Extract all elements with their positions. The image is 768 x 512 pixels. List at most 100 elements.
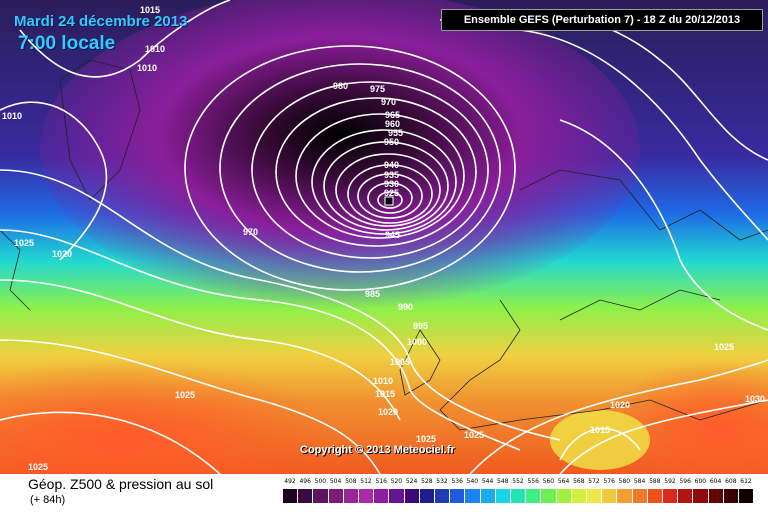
isobar-label: 1020 — [610, 400, 630, 410]
color-scale-swatches — [283, 489, 755, 503]
isobar-label: 940 — [384, 160, 399, 170]
scale-swatch — [617, 489, 633, 503]
scale-swatch — [374, 489, 390, 503]
isobar-label: 945 — [385, 230, 400, 240]
forecast-date: Mardi 24 décembre 2013 — [14, 13, 188, 30]
scale-label: 512 — [360, 478, 372, 485]
scale-label: 492 — [284, 478, 296, 485]
scale-swatch — [435, 489, 451, 503]
isobar-label: 975 — [370, 84, 385, 94]
scale-swatch — [693, 489, 709, 503]
copyright-text: Copyright © 2013 Meteociel.fr — [300, 444, 455, 456]
scale-label: 500 — [314, 478, 327, 485]
scale-label: 504 — [329, 478, 342, 485]
scale-label: 520 — [390, 478, 403, 485]
color-scale-labels: 492 496 500 504 508 512 516 520 524 528 532 536 540 5… — [283, 478, 755, 488]
scale-swatch — [526, 489, 542, 503]
isobar-label: 1010 — [373, 376, 393, 386]
isobar-label: 995 — [413, 321, 428, 331]
scale-swatch — [678, 489, 694, 503]
scale-label: 524 — [405, 478, 418, 485]
isobar-label: 955 — [388, 128, 403, 138]
low-center-marker — [384, 196, 394, 206]
isobar-label: 990 — [398, 302, 413, 312]
scale-label: 612 — [740, 478, 752, 485]
forecast-time: 7:00 locale — [18, 33, 116, 54]
isobar-label: 1015 — [140, 5, 160, 15]
scale-swatch — [632, 489, 648, 503]
scale-label: 556 — [527, 478, 539, 485]
model-info-box: Ensemble GEFS (Perturbation 7) - 18 Z du… — [441, 9, 763, 31]
scale-swatch — [343, 489, 359, 503]
scale-swatch — [419, 489, 435, 503]
scale-swatch — [450, 489, 466, 503]
isobar-label: 1025 — [464, 430, 484, 440]
isobar-label: 950 — [384, 137, 399, 147]
scale-swatch — [647, 489, 663, 503]
isobar-label: 1010 — [137, 63, 157, 73]
legend-title: Géop. Z500 & pression au sol — [28, 476, 214, 492]
scale-swatch — [328, 489, 344, 503]
scale-swatch — [480, 489, 496, 503]
scale-swatch — [556, 489, 572, 503]
scale-swatch — [587, 489, 603, 503]
isobar-label: 985 — [365, 289, 380, 299]
isobar-label: 980 — [333, 81, 348, 91]
isobar-label: 1020 — [52, 249, 72, 259]
scale-swatch — [495, 489, 511, 503]
isobar-labels: 1015 1010 1010 1010 980 975 970 965 960 … — [2, 5, 765, 472]
scale-swatch — [708, 489, 724, 503]
scale-label: 604 — [709, 478, 722, 485]
scale-label: 516 — [375, 478, 387, 485]
isobar-label: 960 — [385, 119, 400, 129]
isobar-label: 1010 — [2, 111, 22, 121]
scale-swatch — [313, 489, 329, 503]
weather-map: 1015 1010 1010 1010 980 975 970 965 960 … — [0, 0, 768, 474]
scale-label: 592 — [664, 478, 676, 485]
scale-swatch — [283, 489, 299, 503]
isobar-label: 1000 — [407, 337, 427, 347]
isobar-label: 930 — [384, 179, 399, 189]
scale-label: 560 — [542, 478, 555, 485]
isobar-label: 1015 — [590, 425, 610, 435]
isobar-label: 1005 — [390, 357, 410, 367]
legend-subtitle: (+ 84h) — [30, 494, 66, 506]
scale-label: 496 — [299, 478, 311, 485]
scale-label: 608 — [725, 478, 737, 485]
isobar-label: 925 — [384, 188, 399, 198]
scale-swatch — [511, 489, 527, 503]
scale-label: 568 — [573, 478, 585, 485]
isobar-label: 1025 — [175, 390, 195, 400]
scale-label: 552 — [512, 478, 524, 485]
isobar-label: 1020 — [378, 407, 398, 417]
scale-label: 508 — [345, 478, 357, 485]
scale-label: 536 — [451, 478, 463, 485]
scale-label: 580 — [618, 478, 631, 485]
subtropical-high-blob — [550, 410, 650, 470]
isobar-label: 1015 — [375, 389, 395, 399]
scale-label: 532 — [436, 478, 448, 485]
scale-swatch — [663, 489, 679, 503]
scale-label: 572 — [588, 478, 600, 485]
color-scale: 492 496 500 504 508 512 516 520 524 528 532 536 540 5… — [283, 478, 755, 508]
scale-label: 576 — [603, 478, 615, 485]
scale-swatch — [359, 489, 375, 503]
isobar-label: 965 — [385, 110, 400, 120]
scale-label: 544 — [481, 478, 494, 485]
scale-label: 540 — [466, 478, 479, 485]
isobar-label: 1025 — [14, 238, 34, 248]
scale-label: 548 — [497, 478, 509, 485]
scale-label: 584 — [633, 478, 646, 485]
scale-swatch — [298, 489, 314, 503]
scale-swatch — [389, 489, 405, 503]
isobar-label: 1025 — [416, 434, 436, 444]
scale-swatch — [602, 489, 618, 503]
scale-swatch — [465, 489, 481, 503]
scale-swatch — [571, 489, 587, 503]
high-geopotential-area — [0, 360, 340, 474]
scale-label: 596 — [679, 478, 691, 485]
scale-swatch — [404, 489, 420, 503]
scale-label: 528 — [421, 478, 433, 485]
isobar-label: 1025 — [714, 342, 734, 352]
